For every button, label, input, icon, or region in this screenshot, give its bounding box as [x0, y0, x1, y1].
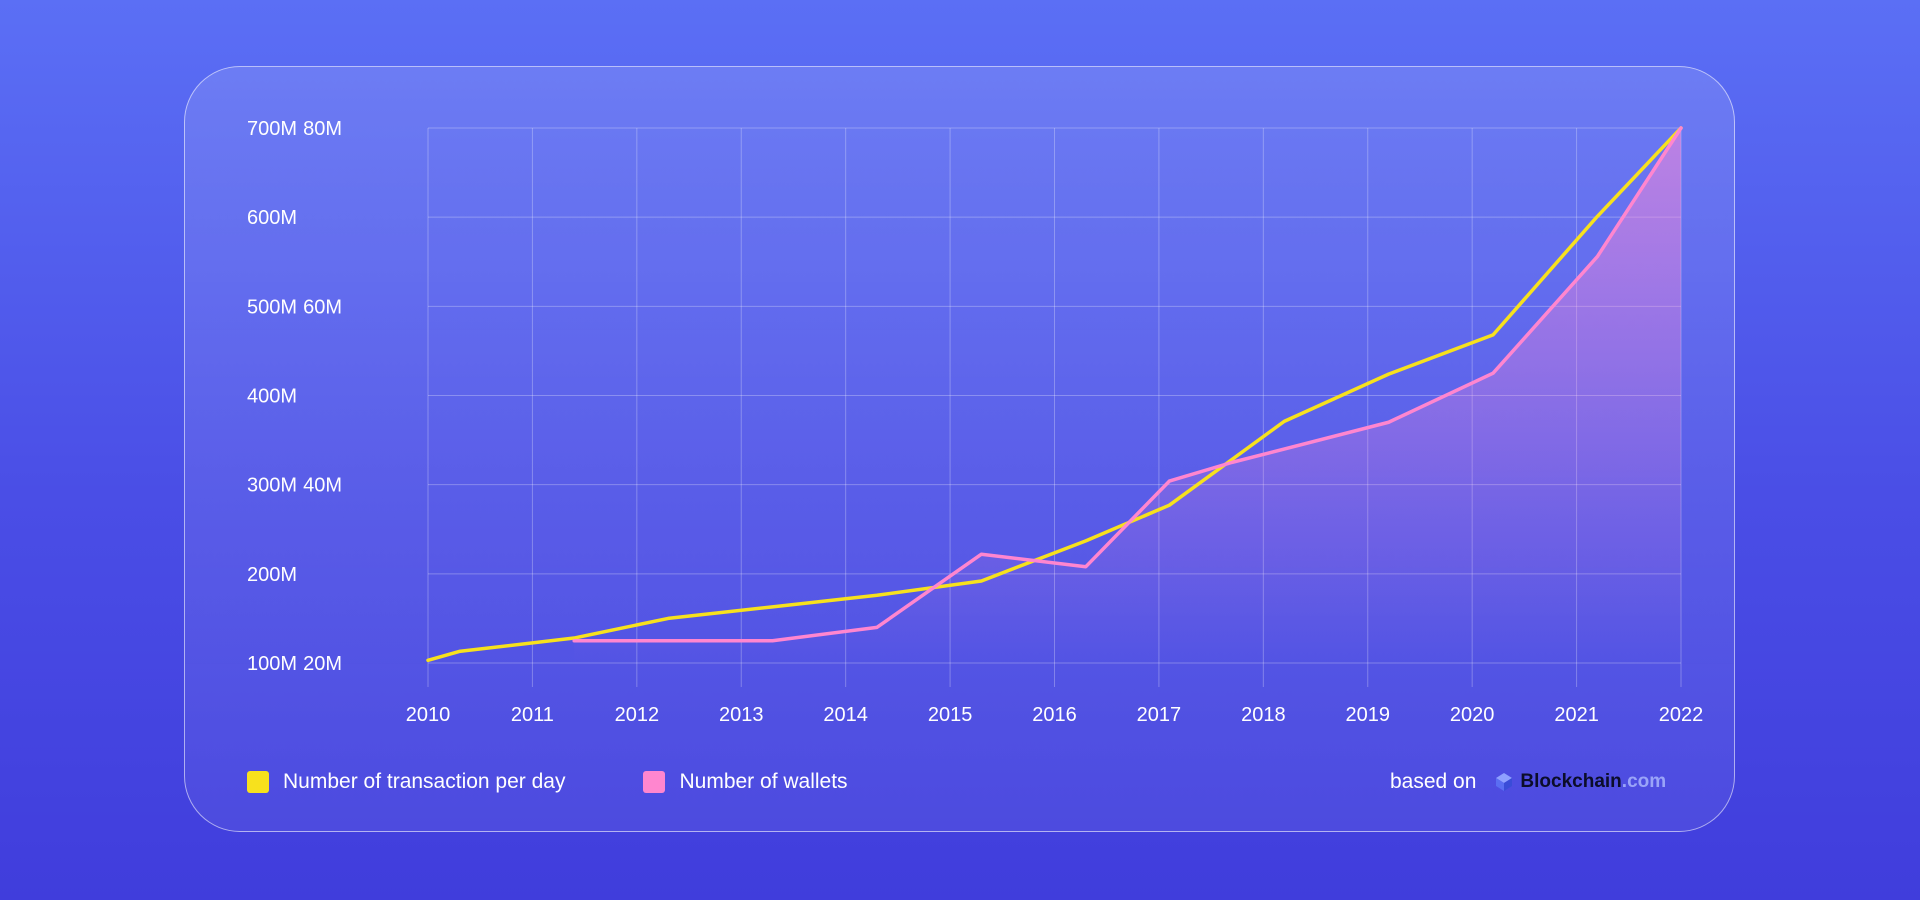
blockchain-logo: Blockchain .com: [1494, 771, 1666, 793]
x-tick-label: 2021: [1554, 704, 1599, 726]
source-attribution: based on Blockchain .com: [1390, 770, 1666, 794]
y-tick-label-left: 200M: [247, 564, 297, 586]
legend-label-transactions: Number of transaction per day: [283, 770, 566, 793]
x-tick-label: 2020: [1450, 704, 1495, 726]
legend-item-wallets: Number of wallets: [643, 770, 848, 794]
x-tick-label: 2015: [928, 704, 973, 726]
y-tick-label-right: 20M: [303, 653, 342, 675]
legend-swatch-transactions: [247, 771, 269, 793]
x-tick-label: 2013: [719, 704, 764, 726]
y-tick-label-right: 60M: [303, 296, 342, 318]
series-line-wallets: [572, 126, 1683, 643]
wallets-area: [574, 128, 1681, 663]
y-tick-label-right: 40M: [303, 475, 342, 497]
x-tick-label: 2016: [1032, 704, 1077, 726]
y-tick-label-left: 500M: [247, 296, 297, 318]
x-tick-label: 2014: [823, 704, 868, 726]
x-tick-label: 2010: [406, 704, 451, 726]
y-tick-label-right: 80M: [303, 118, 342, 140]
y-tick-label-left: 600M: [247, 207, 297, 229]
y-tick-label-left: 100M: [247, 653, 297, 675]
chart-legend: Number of transaction per day Number of …: [247, 770, 926, 794]
legend-label-wallets: Number of wallets: [679, 770, 848, 793]
x-tick-label: 2019: [1346, 704, 1391, 726]
x-tick-label: 2011: [511, 704, 554, 726]
x-tick-label: 2012: [615, 704, 660, 726]
legend-item-transactions: Number of transaction per day: [247, 770, 565, 794]
x-tick-label: 2017: [1137, 704, 1182, 726]
x-tick-label: 2022: [1659, 704, 1704, 726]
y-tick-label-left: 700M: [247, 118, 297, 140]
x-tick-label: 2018: [1241, 704, 1286, 726]
y-tick-label-left: 300M: [247, 475, 297, 497]
legend-swatch-wallets: [643, 771, 666, 793]
brand-tld: .com: [1621, 771, 1667, 792]
source-label: based on: [1390, 770, 1477, 793]
blockchain-logo-icon: [1496, 773, 1513, 791]
y-tick-label-left: 400M: [247, 386, 297, 408]
brand-name: Blockchain: [1520, 771, 1622, 792]
